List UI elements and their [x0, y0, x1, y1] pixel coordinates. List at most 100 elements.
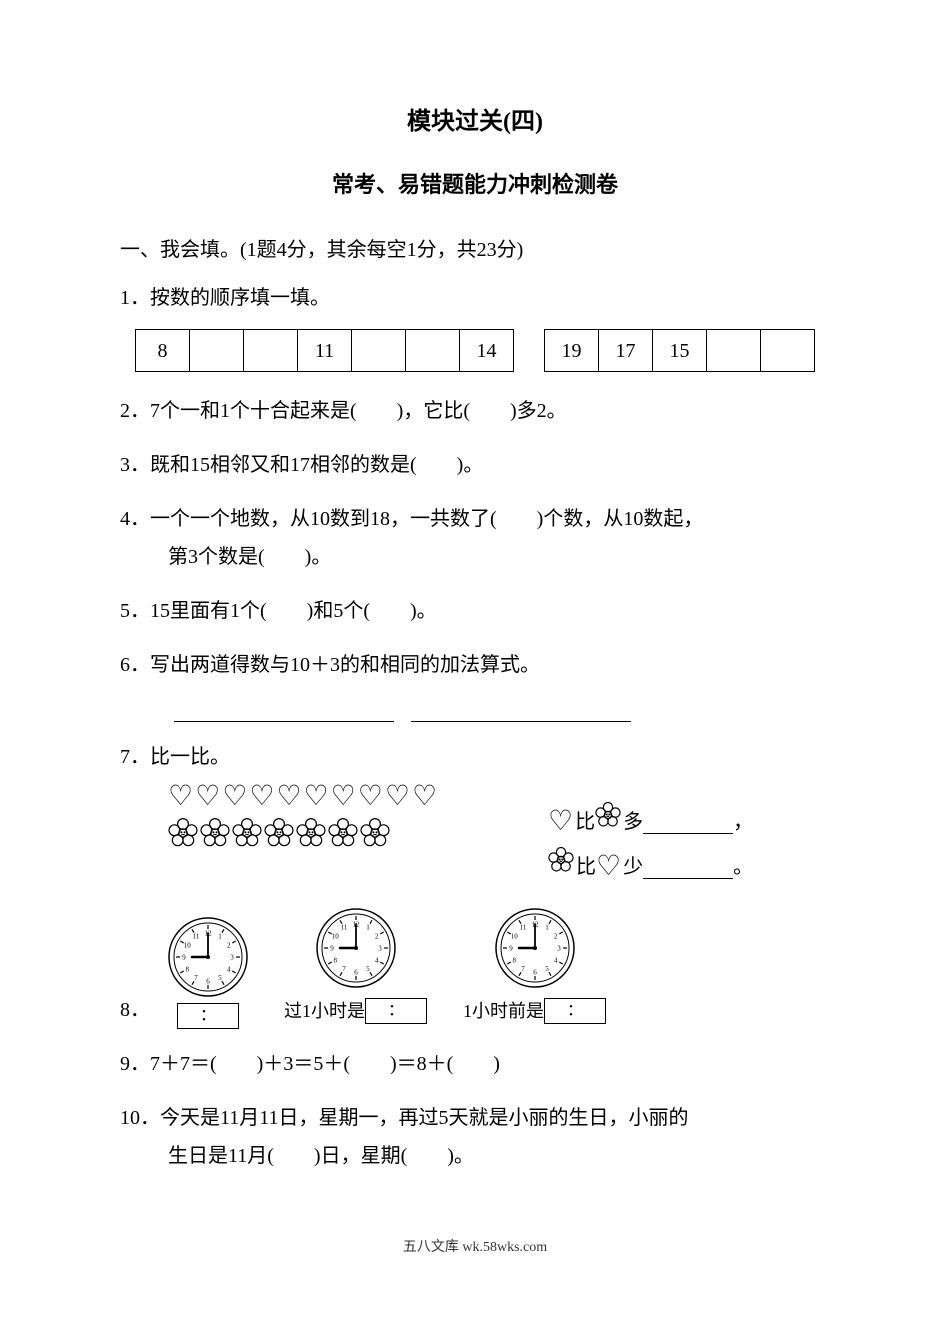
- title-sub: 常考、易错题能力冲刺检测卷: [120, 164, 830, 206]
- table-cell: 11: [298, 330, 352, 372]
- question-7: 7．比一比。 ♡♡♡♡♡♡♡♡♡♡ ♡ 比 多 ， 比 ♡ 少 。: [120, 738, 830, 892]
- svg-text:6: 6: [533, 969, 537, 977]
- hearts-row: ♡♡♡♡♡♡♡♡♡♡: [168, 780, 548, 818]
- question-2: 2．7个一和1个十合起来是( )，它比( )多2。: [120, 392, 830, 430]
- q4-line2: 第3个数是( )。: [120, 538, 830, 576]
- svg-text:8: 8: [333, 957, 337, 965]
- q2-text: 2．7个一和1个十合起来是( )，它比( )多2。: [120, 392, 830, 430]
- q4-line1: 4．一个一个地数，从10数到18，一共数了( )个数，从10数起，: [120, 500, 830, 538]
- q7-statements: ♡ 比 多 ， 比 ♡ 少 。: [548, 780, 798, 892]
- q10-line2: 生日是11月( )日，星期( )。: [120, 1137, 830, 1175]
- q1-tables: 81114 191715: [120, 329, 830, 372]
- heart-icon: ♡: [168, 783, 193, 811]
- table-cell: 17: [599, 330, 653, 372]
- q8-label: 8．: [120, 991, 168, 1029]
- table-cell: 19: [545, 330, 599, 372]
- time-box: ：: [365, 998, 427, 1024]
- table-cell: 14: [460, 330, 514, 372]
- svg-text:6: 6: [354, 969, 358, 977]
- svg-text:2: 2: [227, 941, 231, 949]
- question-3: 3．既和15相邻又和17相邻的数是( )。: [120, 446, 830, 484]
- q10-line1: 10．今天是11月11日，星期一，再过5天就是小丽的生日，小丽的: [120, 1099, 830, 1137]
- q7-label: 7．比一比。: [120, 738, 830, 776]
- svg-text:2: 2: [375, 933, 379, 941]
- text-less: 少: [623, 848, 643, 886]
- flower-icon: [296, 818, 326, 861]
- text-more: 多: [623, 803, 643, 841]
- question-9: 9．7＋7＝( )＋3＝5＋( )＝8＋( ): [120, 1045, 830, 1083]
- table-cell: [761, 330, 815, 372]
- svg-text:1: 1: [366, 924, 370, 932]
- svg-text:1: 1: [545, 924, 549, 932]
- heart-icon: ♡: [222, 783, 247, 811]
- clock-icon: 123456789101112: [316, 908, 396, 988]
- svg-text:7: 7: [342, 966, 346, 974]
- heart-icon: ♡: [412, 783, 437, 811]
- q5-text: 5．15里面有1个( )和5个( )。: [120, 592, 830, 630]
- svg-text:7: 7: [521, 966, 525, 974]
- table-cell: [707, 330, 761, 372]
- section-1-header: 一、我会填。(1题4分，其余每空1分，共23分): [120, 231, 830, 269]
- blank-line: [411, 698, 631, 722]
- time-box: ：: [177, 1003, 239, 1029]
- heart-icon: ♡: [276, 783, 301, 811]
- svg-text:11: 11: [193, 932, 200, 940]
- blank-line: [643, 810, 733, 834]
- table-cell: [190, 330, 244, 372]
- q3-text: 3．既和15相邻又和17相邻的数是( )。: [120, 446, 830, 484]
- text-period: 。: [733, 848, 753, 886]
- svg-text:3: 3: [557, 945, 561, 953]
- svg-text:5: 5: [366, 966, 370, 974]
- heart-icon: ♡: [331, 783, 356, 811]
- svg-text:5: 5: [218, 974, 222, 982]
- svg-text:9: 9: [509, 945, 513, 953]
- heart-icon: ♡: [596, 853, 621, 881]
- clock-3: 123456789101112 1小时前是 ：: [463, 908, 606, 1028]
- svg-text:1: 1: [218, 932, 222, 940]
- text-than: 比: [575, 803, 595, 841]
- heart-icon: ♡: [304, 783, 329, 811]
- flowers-row: [168, 818, 548, 861]
- svg-text:8: 8: [512, 957, 516, 965]
- flower-icon: [360, 818, 390, 861]
- title-main: 模块过关(四): [120, 100, 830, 146]
- svg-text:8: 8: [185, 965, 189, 973]
- svg-text:4: 4: [554, 957, 558, 965]
- flower-icon: [264, 818, 294, 861]
- q9-text: 9．7＋7＝( )＋3＝5＋( )＝8＋( ): [120, 1045, 830, 1083]
- flower-icon: [328, 818, 358, 861]
- svg-text:3: 3: [378, 945, 382, 953]
- text-after-1h: 过1小时是: [284, 994, 365, 1028]
- question-8: 8． 123456789101112 ： 123456789101112 过1小…: [120, 908, 830, 1028]
- heart-icon: ♡: [385, 783, 410, 811]
- table-cell: [406, 330, 460, 372]
- svg-text:3: 3: [230, 953, 234, 961]
- flower-icon: [548, 847, 574, 886]
- heart-icon: ♡: [548, 808, 573, 836]
- q7-shapes: ♡♡♡♡♡♡♡♡♡♡: [168, 780, 548, 861]
- svg-text:9: 9: [182, 953, 186, 961]
- blank-line: [643, 855, 733, 879]
- flower-icon: [168, 818, 198, 861]
- flower-icon: [232, 818, 262, 861]
- svg-text:7: 7: [194, 974, 198, 982]
- question-4: 4．一个一个地数，从10数到18，一共数了( )个数，从10数起， 第3个数是(…: [120, 500, 830, 576]
- text-comma: ，: [733, 803, 753, 841]
- time-box: ：: [544, 998, 606, 1024]
- svg-text:10: 10: [184, 941, 192, 949]
- q1-table-b: 191715: [544, 329, 815, 372]
- clock-icon: 123456789101112: [495, 908, 575, 988]
- svg-text:10: 10: [331, 933, 339, 941]
- svg-text:5: 5: [545, 966, 549, 974]
- clock-icon: 123456789101112: [168, 917, 248, 997]
- q1-table-a: 81114: [135, 329, 514, 372]
- flower-icon: [595, 802, 621, 841]
- question-1: 1．按数的顺序填一填。 81114 191715: [120, 279, 830, 372]
- table-cell: [244, 330, 298, 372]
- text-before-1h: 1小时前是: [463, 994, 544, 1028]
- question-6: 6．写出两道得数与10＋3的和相同的加法算式。: [120, 646, 830, 722]
- question-10: 10．今天是11月11日，星期一，再过5天就是小丽的生日，小丽的 生日是11月(…: [120, 1099, 830, 1175]
- text-than: 比: [576, 848, 596, 886]
- svg-text:2: 2: [554, 933, 558, 941]
- heart-icon: ♡: [358, 783, 383, 811]
